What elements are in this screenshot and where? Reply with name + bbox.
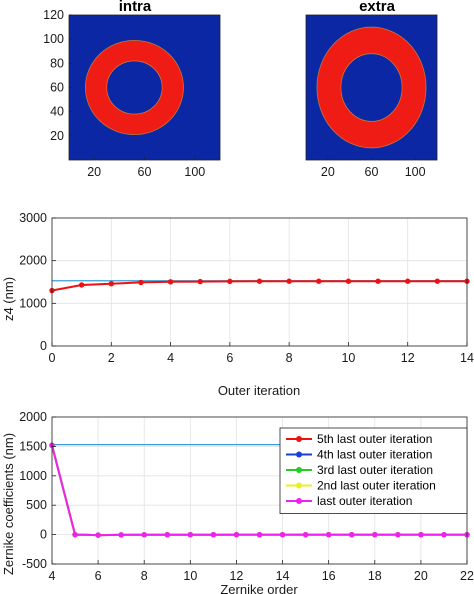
zernike-chart-legend-label: last outer iteration [317, 494, 412, 508]
zernike-chart-legend-label: 2nd last outer iteration [317, 479, 436, 493]
zernike-chart-legend-label: 4th last outer iteration [317, 448, 432, 462]
zernike-chart-xtick-label: 22 [460, 569, 474, 583]
zernike-chart-data-point [210, 532, 217, 538]
intra-xtick-label: 60 [138, 165, 152, 179]
zernike-chart-data-point [118, 532, 124, 538]
zernike-chart-legend-marker [296, 482, 302, 489]
zernike-chart-xtick-label: 20 [414, 569, 428, 583]
intra-xtick-label: 100 [184, 165, 205, 179]
zernike-chart-xtick-label: 4 [49, 569, 56, 583]
zernike-chart-ytick-label: -500 [22, 557, 47, 571]
zernike-chart-legend-marker [296, 436, 302, 442]
z4-chart-ytick-label: 3000 [19, 211, 47, 225]
z4-chart-data-point [256, 278, 263, 284]
z4-chart-data-point [434, 278, 441, 284]
zernike-chart-data-point [325, 531, 332, 538]
zernike-chart-ytick-label: 2000 [19, 410, 47, 424]
zernike-chart-data-point [72, 531, 78, 538]
extra-ring [316, 26, 427, 149]
intra-ytick-label: 60 [50, 81, 64, 95]
zernike-chart-xtick-label: 18 [368, 569, 382, 583]
intra-ytick-label: 40 [50, 105, 64, 119]
zernike-chart-legend-marker [296, 467, 302, 473]
zernike-chart-legend-marker [296, 451, 302, 458]
extra-xtick-label: 60 [365, 165, 379, 179]
zernike-chart-ytick-label: 1500 [19, 439, 47, 453]
z4-chart-xtick-label: 0 [49, 351, 56, 365]
z4-chart-data-point [227, 278, 233, 285]
z4-chart-xtick-label: 10 [341, 351, 355, 365]
z4-chart-xtick-label: 8 [286, 351, 293, 365]
zernike-chart-data-point [233, 531, 240, 538]
z4-chart-xtick-label: 6 [226, 351, 233, 365]
intra-xtick-label: 20 [87, 165, 101, 179]
zernike-chart-legend-marker [296, 498, 302, 504]
zernike-y-axis-label: Zernike coefficients (nm) [1, 433, 16, 575]
z4-chart-xtick-label: 2 [108, 351, 115, 365]
zernike-chart-data-point [279, 531, 286, 538]
zernike-chart-data-point [418, 531, 424, 538]
zernike-chart-data-point [187, 532, 194, 538]
zernike-chart-data-point [395, 531, 401, 538]
zernike-chart-xtick-label: 16 [322, 569, 336, 583]
z4-chart-xtick-label: 12 [401, 351, 415, 365]
z4-chart-data-point [345, 278, 352, 284]
zernike-chart-data-point [95, 532, 101, 538]
z4-y-axis-label: z4 (nm) [1, 277, 16, 321]
zernike-x-axis-label: Zernike order [220, 582, 298, 594]
zernike-chart-xtick-label: 14 [276, 569, 290, 583]
z4-chart-data-point [197, 278, 203, 285]
zernike-chart-data-point [349, 531, 355, 538]
intra-ytick-label: 120 [43, 8, 64, 22]
z4-chart-ytick-label: 2000 [19, 254, 47, 268]
zernike-chart-ytick-label: 0 [40, 528, 47, 542]
zernike-chart-ytick-label: 500 [26, 498, 47, 512]
intra-ytick-label: 100 [43, 32, 64, 46]
extra-xtick-label: 20 [321, 165, 335, 179]
intra-ring [84, 39, 184, 136]
zernike-chart-legend-label: 5th last outer iteration [317, 432, 432, 446]
zernike-chart-legend-label: 3rd last outer iteration [317, 463, 433, 477]
z4-chart-data-point [108, 281, 114, 287]
zernike-chart-xtick-label: 8 [141, 569, 148, 583]
extra-title: extra [359, 0, 396, 15]
z4-chart-data-point [405, 278, 411, 284]
intra-ytick-label: 80 [50, 56, 64, 70]
zernike-chart-ytick-label: 1000 [19, 469, 47, 483]
zernike-chart-data-point [302, 531, 309, 538]
z4-chart-data-point [138, 279, 144, 286]
z4-chart-xtick-label: 4 [167, 351, 174, 365]
zernike-chart-xtick-label: 6 [95, 569, 102, 583]
z4-chart-data-point [78, 282, 85, 288]
extra-xtick-label: 100 [405, 165, 426, 179]
z4-chart-data-point [316, 278, 322, 284]
z4-chart-ytick-label: 1000 [19, 296, 47, 310]
zernike-chart-xtick-label: 12 [229, 569, 243, 583]
zernike-chart-xtick-label: 10 [183, 569, 197, 583]
z4-chart-ytick-label: 0 [40, 339, 47, 353]
zernike-chart-data-point [372, 531, 378, 538]
z4-chart-xtick-label: 14 [460, 351, 474, 365]
z4-chart-data-point [286, 278, 292, 284]
z4-chart-data-point [167, 279, 174, 285]
zernike-chart-data-point [141, 532, 147, 538]
zernike-chart-data-point [441, 531, 447, 538]
intra-ytick-label: 20 [50, 129, 64, 143]
zernike-chart-data-point [164, 532, 170, 538]
z4-chart-frame [51, 217, 468, 347]
z4-chart-data-point [375, 278, 381, 284]
z4-x-axis-label: Outer iteration [218, 383, 300, 398]
intra-title: intra [119, 0, 152, 15]
zernike-chart-data-point [256, 531, 263, 538]
